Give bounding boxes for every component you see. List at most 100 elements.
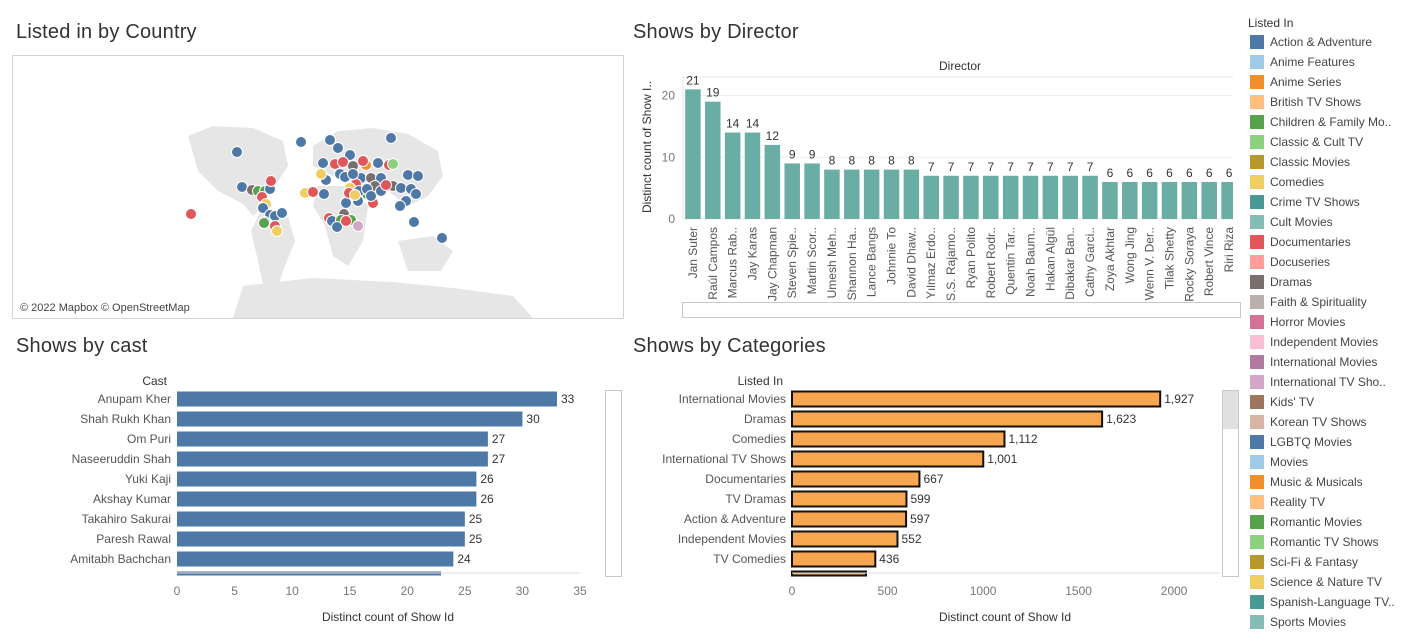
country-dot[interactable] xyxy=(395,182,407,194)
country-dot[interactable] xyxy=(408,216,420,228)
cast-bar[interactable] xyxy=(177,531,465,547)
country-dot[interactable] xyxy=(372,157,384,169)
director-bar[interactable] xyxy=(685,89,701,219)
legend-item[interactable]: Comedies xyxy=(1250,174,1324,190)
cast-bar[interactable] xyxy=(177,431,488,447)
legend-item[interactable]: Cult Movies xyxy=(1250,214,1333,230)
categories-bar[interactable] xyxy=(791,410,1104,428)
director-bar[interactable] xyxy=(903,169,920,219)
legend-item[interactable]: Dramas xyxy=(1250,274,1312,290)
country-dot[interactable] xyxy=(295,136,307,148)
cast-bar[interactable] xyxy=(177,451,488,467)
director-bar[interactable] xyxy=(724,132,741,219)
categories-bar[interactable] xyxy=(791,490,908,508)
cast-bar[interactable] xyxy=(177,551,454,567)
country-dot[interactable] xyxy=(236,181,248,193)
country-dot[interactable] xyxy=(231,146,243,158)
country-dot[interactable] xyxy=(380,179,392,191)
director-bar[interactable] xyxy=(1082,175,1098,219)
country-dot[interactable] xyxy=(349,189,361,201)
director-bar[interactable] xyxy=(963,175,979,219)
legend-item[interactable]: Anime Series xyxy=(1250,74,1341,90)
director-bar[interactable] xyxy=(943,175,959,219)
country-dot[interactable] xyxy=(385,132,397,144)
country-dot[interactable] xyxy=(352,220,364,232)
director-bar[interactable] xyxy=(1122,181,1138,219)
country-dot[interactable] xyxy=(257,202,269,214)
director-bar[interactable] xyxy=(824,169,840,219)
director-bar[interactable] xyxy=(863,169,880,219)
country-dot[interactable] xyxy=(340,215,352,227)
categories-bar[interactable] xyxy=(791,510,908,528)
legend-item[interactable]: Kids' TV xyxy=(1250,394,1314,410)
country-dot[interactable] xyxy=(344,149,356,161)
cast-bar[interactable] xyxy=(177,391,557,407)
country-dot[interactable] xyxy=(265,175,277,187)
categories-bar[interactable] xyxy=(791,470,921,488)
cast-bar[interactable] xyxy=(177,411,523,427)
cast-bar[interactable] xyxy=(177,471,477,487)
categories-bar[interactable] xyxy=(791,430,1006,448)
country-dot[interactable] xyxy=(340,197,352,209)
legend-item[interactable]: Faith & Spirituality xyxy=(1250,294,1367,310)
legend-item[interactable]: Documentaries xyxy=(1250,234,1351,250)
categories-bar[interactable] xyxy=(791,450,985,468)
legend-item[interactable]: Action & Adventure xyxy=(1250,34,1372,50)
country-dot[interactable] xyxy=(276,207,288,219)
country-dot[interactable] xyxy=(387,158,399,170)
country-dot[interactable] xyxy=(258,217,270,229)
country-dot[interactable] xyxy=(317,157,329,169)
country-dot[interactable] xyxy=(324,134,336,146)
director-bar[interactable] xyxy=(1062,175,1078,219)
legend-item[interactable]: Anime Features xyxy=(1250,54,1355,70)
legend-item[interactable]: International TV Sho.. xyxy=(1250,374,1386,390)
director-bar[interactable] xyxy=(804,163,820,219)
director-bar[interactable] xyxy=(1201,181,1217,219)
legend-item[interactable]: Docuseries xyxy=(1250,254,1330,270)
legend-item[interactable]: International Movies xyxy=(1250,354,1377,370)
country-dot[interactable] xyxy=(307,186,319,198)
director-bar[interactable] xyxy=(1002,175,1019,219)
country-dot[interactable] xyxy=(337,156,349,168)
country-dot[interactable] xyxy=(331,221,343,233)
legend-item[interactable]: Crime TV Shows xyxy=(1250,194,1360,210)
legend-item[interactable]: Classic Movies xyxy=(1250,154,1350,170)
director-bar[interactable] xyxy=(1141,181,1158,219)
cast-bar[interactable] xyxy=(177,511,465,527)
categories-bar[interactable] xyxy=(791,390,1162,408)
country-dot[interactable] xyxy=(412,170,424,182)
country-dot[interactable] xyxy=(318,188,330,200)
cast-bar[interactable] xyxy=(177,491,477,507)
director-bar[interactable] xyxy=(883,169,900,219)
director-bar[interactable] xyxy=(923,175,939,219)
country-dot[interactable] xyxy=(357,155,369,167)
director-bar[interactable] xyxy=(705,101,721,219)
legend-item[interactable]: British TV Shows xyxy=(1250,94,1361,110)
cast-vertical-scrollbar[interactable] xyxy=(605,390,622,577)
country-dot[interactable] xyxy=(271,225,283,237)
director-bar[interactable] xyxy=(1181,181,1198,219)
country-dot[interactable] xyxy=(365,190,377,202)
categories-bar[interactable] xyxy=(791,550,877,568)
legend-item[interactable]: Children & Family Mo.. xyxy=(1250,114,1391,130)
legend-item[interactable]: Romantic TV Shows xyxy=(1250,534,1379,550)
legend-item[interactable]: Reality TV xyxy=(1250,494,1325,510)
director-horizontal-scrollbar[interactable] xyxy=(682,302,1241,318)
legend-item[interactable]: Sci-Fi & Fantasy xyxy=(1250,554,1358,570)
categories-bar[interactable] xyxy=(791,530,899,548)
director-bar[interactable] xyxy=(1022,175,1039,219)
director-bar[interactable] xyxy=(1102,181,1118,219)
legend-item[interactable]: Music & Musicals xyxy=(1250,474,1363,490)
country-dot[interactable] xyxy=(185,208,197,220)
director-bar[interactable] xyxy=(1221,181,1233,219)
categories-scroll-thumb[interactable] xyxy=(1223,391,1238,429)
director-bar[interactable] xyxy=(844,169,860,219)
country-dot[interactable] xyxy=(410,188,422,200)
director-bar[interactable] xyxy=(764,144,781,219)
legend-item[interactable]: Science & Nature TV xyxy=(1250,574,1382,590)
legend-item[interactable]: Horror Movies xyxy=(1250,314,1345,330)
country-dot[interactable] xyxy=(436,232,448,244)
country-dot[interactable] xyxy=(332,142,344,154)
country-dot[interactable] xyxy=(402,169,414,181)
director-bar[interactable] xyxy=(1161,181,1178,219)
